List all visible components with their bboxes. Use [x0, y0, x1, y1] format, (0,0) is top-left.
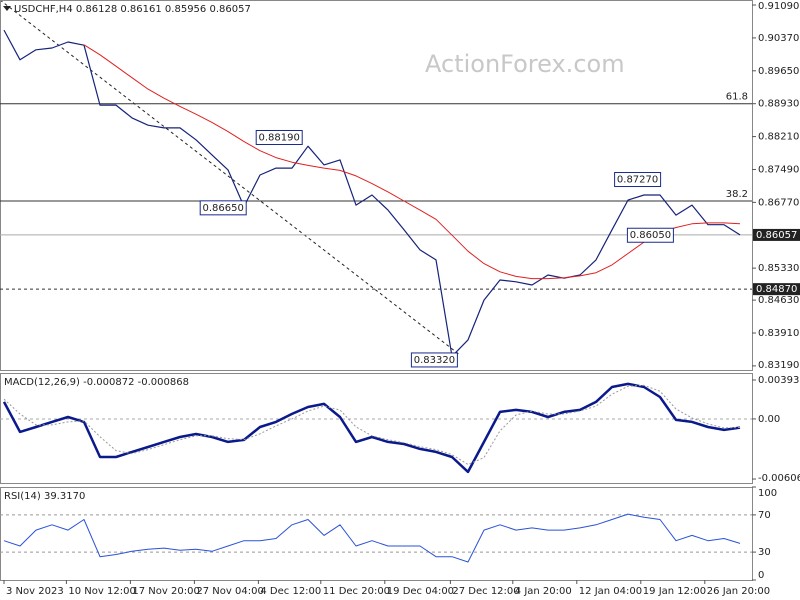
y-tick-label: 0.84630 — [758, 295, 799, 306]
y-tick-label: 0.89650 — [758, 66, 799, 77]
y-tick-label: 0.90370 — [758, 33, 799, 44]
annotation-box — [255, 129, 303, 145]
price-box — [753, 283, 800, 296]
fib-label: 61.8 — [726, 92, 748, 103]
annotation-box — [410, 352, 458, 368]
annotation-box — [626, 227, 674, 243]
series-line — [3, 384, 741, 465]
x-tick-label: 3 Nov 2023 — [6, 586, 64, 597]
x-tick-label: 27 Dec 12:00 — [452, 586, 519, 597]
y-tick-label: 100 — [758, 488, 777, 499]
annotation-label: 0.88190 — [259, 132, 300, 143]
panel-frame — [0, 487, 753, 581]
y-tick-label: 0.86770 — [758, 197, 799, 208]
y-tick-label: 0.88210 — [758, 132, 799, 143]
watermark: ActionForex.com — [425, 50, 625, 78]
y-tick-label: 0 — [758, 570, 764, 581]
series-line — [2, 382, 741, 474]
annotation-label: 0.86050 — [630, 230, 671, 241]
x-tick-label: 12 Jan 04:00 — [579, 586, 642, 597]
annotation-label: 0.86650 — [203, 203, 244, 214]
x-tick-label: 4 Jan 20:00 — [515, 586, 572, 597]
y-tick-label: 0.003933 — [758, 375, 800, 386]
y-tick-label: 70 — [758, 510, 771, 521]
panel-title: USDCHF,H4 0.86128 0.86161 0.85956 0.8605… — [14, 4, 251, 15]
annotation-box — [614, 172, 662, 188]
y-tick-label: 0.85330 — [758, 263, 799, 274]
price-label: 0.86057 — [756, 230, 797, 241]
annotation-label: 0.83320 — [414, 355, 455, 366]
x-tick-label: 17 Nov 20:00 — [132, 586, 199, 597]
annotation-label: 0.87270 — [617, 175, 658, 186]
series-line — [3, 29, 741, 357]
y-tick-label: 0.00 — [758, 414, 780, 425]
y-tick-label: 0.88930 — [758, 99, 799, 110]
dropdown-icon[interactable] — [3, 6, 11, 11]
x-tick-label: 26 Jan 20:00 — [707, 586, 770, 597]
annotation-box — [199, 200, 247, 216]
series-line — [83, 44, 741, 280]
x-tick-label: 19 Dec 04:00 — [387, 586, 454, 597]
x-tick-label: 19 Jan 12:00 — [643, 586, 706, 597]
fib-label: 38.2 — [726, 189, 748, 200]
x-tick-label: 27 Nov 04:00 — [196, 586, 263, 597]
panel-frame — [0, 373, 753, 484]
y-tick-label: 0.83190 — [758, 360, 799, 371]
x-tick-label: 4 Dec 12:00 — [260, 586, 321, 597]
y-tick-label: 30 — [758, 547, 771, 558]
x-tick-label: 10 Nov 12:00 — [68, 586, 135, 597]
x-tick-label: 11 Dec 20:00 — [323, 586, 390, 597]
series-line — [3, 513, 741, 563]
trend-line — [0, 0, 461, 356]
price-label: 0.84870 — [756, 284, 797, 295]
y-tick-label: 0.87490 — [758, 164, 799, 175]
panel-frame — [0, 0, 753, 371]
panel-title: MACD(12,26,9) -0.000872 -0.000868 — [4, 377, 189, 388]
y-tick-label: 0.91090 — [758, 1, 799, 12]
panel-title: RSI(14) 39.3170 — [4, 491, 85, 502]
y-tick-label: 0.83910 — [758, 328, 799, 339]
y-tick-label: -0.006068 — [758, 473, 800, 484]
price-box — [753, 228, 800, 241]
